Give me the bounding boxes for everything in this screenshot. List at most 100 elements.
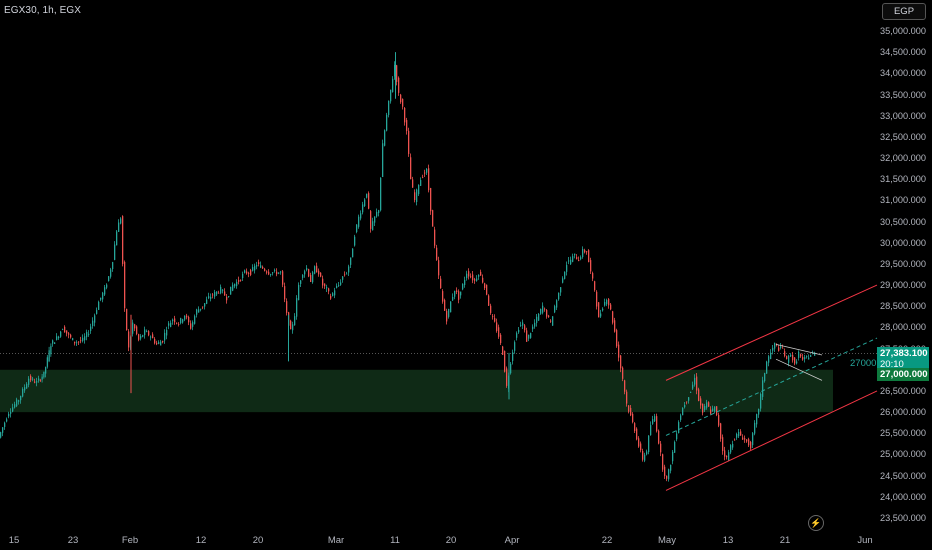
candle-body xyxy=(128,331,130,348)
price-axis-label: 31,000.000 xyxy=(880,195,926,206)
candle-body xyxy=(34,381,36,383)
candle-body xyxy=(256,264,258,267)
candle-body xyxy=(108,276,110,281)
candle-body xyxy=(450,301,452,313)
candle-body xyxy=(116,231,118,246)
candle-body xyxy=(368,193,370,209)
candle-body xyxy=(242,273,244,279)
candle-body xyxy=(634,423,636,431)
candle-body xyxy=(794,357,796,364)
candle-body xyxy=(624,380,626,392)
candle-body xyxy=(52,340,54,344)
candle-body xyxy=(652,419,654,424)
candle-body xyxy=(738,431,740,437)
candle-body xyxy=(160,341,162,346)
candle-body xyxy=(2,427,4,433)
candle-body xyxy=(714,406,716,412)
candle-body xyxy=(690,391,692,393)
candle-body xyxy=(470,276,472,278)
candle-body xyxy=(282,271,284,285)
candle-body xyxy=(82,337,84,341)
candle-body xyxy=(74,341,76,344)
candle-body xyxy=(418,184,420,195)
candle-body xyxy=(580,257,582,260)
candle-body xyxy=(804,357,806,360)
candle-body xyxy=(370,211,372,229)
candle-body xyxy=(226,296,228,301)
price-axis-label: 30,000.000 xyxy=(880,237,926,248)
candle-body xyxy=(488,295,490,306)
candle-body xyxy=(274,270,276,271)
candle-body xyxy=(124,261,126,309)
candle-body xyxy=(562,278,564,283)
price-axis-label: 23,500.000 xyxy=(880,513,926,523)
candle-body xyxy=(54,342,56,344)
candle-body xyxy=(628,405,630,412)
bar-countdown-tag: 20:10 xyxy=(877,358,929,371)
price-axis-label: 25,000.000 xyxy=(880,449,926,460)
candle-body xyxy=(478,274,480,277)
candle-body xyxy=(170,322,172,328)
candle-body xyxy=(10,411,12,414)
candle-body xyxy=(190,323,192,329)
candle-body xyxy=(22,389,24,397)
currency-button[interactable]: EGP xyxy=(882,3,926,20)
candle-body xyxy=(716,406,718,415)
candle-body xyxy=(326,287,328,289)
candle-body xyxy=(120,218,122,224)
candle-body xyxy=(18,400,20,402)
candle-body xyxy=(166,329,168,336)
candle-body xyxy=(230,286,232,295)
candle-body xyxy=(64,326,66,333)
candle-body xyxy=(704,406,706,411)
time-axis-label: 21 xyxy=(779,535,791,546)
candle-body xyxy=(784,351,786,356)
candle-body xyxy=(800,354,802,357)
candle-body xyxy=(500,334,502,344)
candle-body xyxy=(578,259,580,262)
lightning-icon[interactable]: ⚡ xyxy=(808,515,824,531)
candle-body xyxy=(536,316,538,323)
candle-body xyxy=(12,407,14,412)
candle-body xyxy=(712,408,714,412)
candle-body xyxy=(172,319,174,322)
candle-body xyxy=(724,450,726,457)
price-axis-label: 26,000.000 xyxy=(880,407,926,418)
candle-body xyxy=(484,283,486,289)
candle-body xyxy=(60,331,62,337)
candle-body xyxy=(760,394,762,409)
candle-body xyxy=(300,280,302,284)
candle-body xyxy=(698,389,700,401)
candle-body xyxy=(46,357,49,367)
candle-body xyxy=(504,350,506,372)
candle-body xyxy=(378,210,380,213)
candle-body xyxy=(466,273,468,279)
candle-body xyxy=(388,100,390,115)
candle-body xyxy=(296,298,298,317)
candle-body xyxy=(584,250,586,253)
candle-body xyxy=(810,355,812,357)
symbol-label[interactable]: EGX30, 1h, EGX xyxy=(4,5,81,16)
candle-body xyxy=(43,371,45,378)
candle-body xyxy=(176,322,178,324)
candle-body xyxy=(336,286,338,288)
time-axis-label: Mar xyxy=(327,535,345,546)
candle-body xyxy=(768,356,770,363)
candle-body xyxy=(502,346,504,355)
candle-body xyxy=(90,326,92,331)
candle-body xyxy=(218,292,220,294)
candle-body xyxy=(480,271,482,276)
candle-body xyxy=(754,422,756,434)
candle-body xyxy=(474,279,476,281)
candle-body xyxy=(472,274,474,281)
candle-body xyxy=(646,451,648,455)
candle-body xyxy=(556,300,558,308)
candle-body xyxy=(638,438,640,447)
candle-body xyxy=(486,284,488,295)
candle-body xyxy=(186,315,188,318)
candle-body xyxy=(126,308,128,330)
candle-body xyxy=(590,260,592,272)
candle-body xyxy=(548,315,550,317)
candle-body xyxy=(436,247,438,260)
